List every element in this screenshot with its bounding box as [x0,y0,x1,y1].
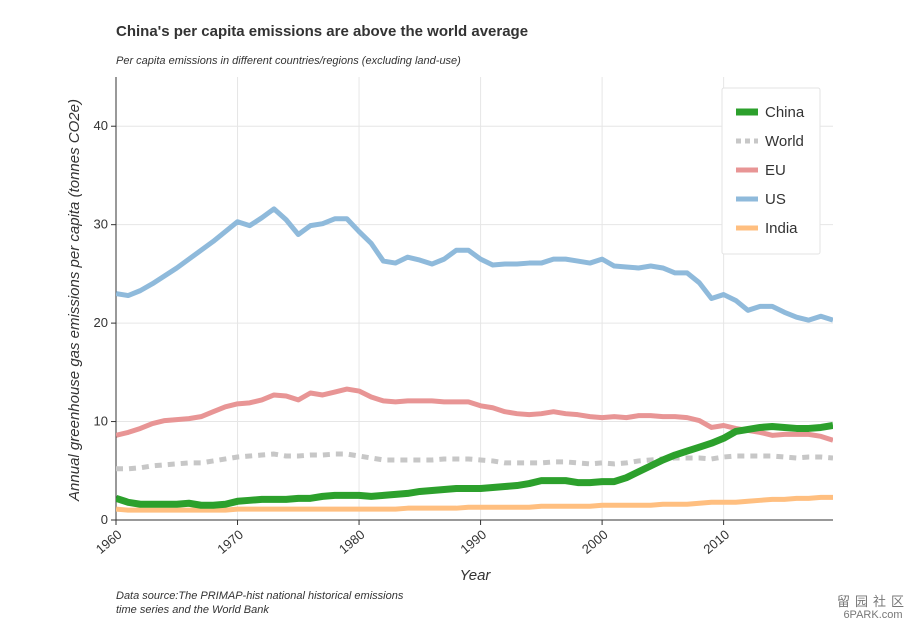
series-line-india [116,494,833,513]
legend-label-india: India [765,220,798,237]
chart-title: China's per capita emissions are above t… [116,23,529,40]
x-tick-label: 1970 [214,527,246,557]
y-tick-label: 10 [94,414,108,429]
watermark-line2: 6PARK.com [843,609,903,621]
series-line-us [116,206,833,323]
legend-label-world: World [765,133,804,150]
legend-label-china: China [765,104,805,121]
x-tick-label: 2000 [579,527,611,557]
legend: China World EU US India [721,87,821,255]
x-tick-label: 1990 [457,527,489,557]
x-tick-label: 2010 [700,527,732,557]
watermark-line1: 留园社区 [836,595,909,610]
legend-label-us: US [765,191,786,208]
y-tick-label: 30 [94,217,108,232]
y-tick-label: 20 [94,315,108,330]
series-line-world [116,451,833,472]
y-tick-label: 40 [94,118,108,133]
y-tick-label: 0 [101,512,108,527]
series-line-china [116,422,833,509]
chart-subtitle: Per capita emissions in different countr… [116,55,461,67]
legend-box [721,87,821,255]
legend-label-eu: EU [765,162,786,179]
x-tick-label: 1980 [336,527,368,557]
x-tick-label: 1960 [93,527,125,557]
watermark: 留园社区 6PARK.com [837,596,909,622]
x-axis-title: Year [460,567,492,584]
y-axis-title: Annual greenhouse gas emissions per capi… [66,99,83,502]
series-lines [116,206,833,513]
series-line-eu [116,386,833,443]
data-source-note: Data source:The PRIMAP-hist national his… [116,590,404,616]
